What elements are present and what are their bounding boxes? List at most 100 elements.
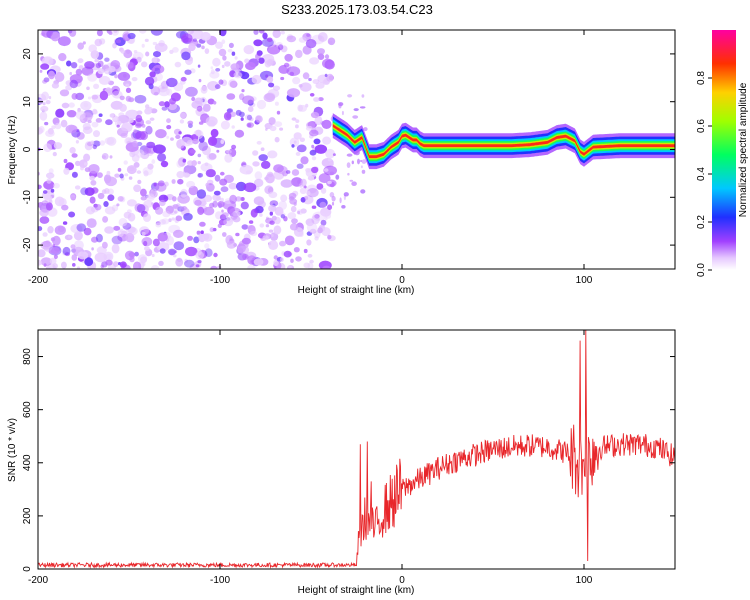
noise-blob — [262, 32, 268, 40]
noise-blob — [227, 48, 233, 53]
noise-blob — [42, 190, 48, 194]
noise-blob — [66, 60, 72, 67]
noise-blob — [86, 218, 97, 229]
noise-blob — [202, 103, 211, 112]
noise-blob — [201, 145, 211, 156]
noise-blob — [279, 240, 287, 247]
noise-blob — [86, 86, 90, 91]
noise-blob — [50, 188, 55, 193]
noise-blob — [107, 194, 115, 201]
noise-blob — [295, 119, 300, 123]
noise-blob — [140, 188, 147, 197]
noise-blob — [274, 101, 279, 106]
noise-blob — [235, 181, 247, 192]
noise-blob — [112, 89, 119, 96]
noise-blob — [141, 43, 145, 48]
noise-blob — [166, 118, 171, 124]
noise-blob — [71, 93, 78, 100]
noise-blob — [84, 187, 95, 196]
noise-blob — [280, 30, 285, 35]
snr-line — [38, 330, 675, 569]
noise-blob — [359, 106, 366, 109]
colorbar-tick-label: 0.2 — [696, 215, 707, 229]
noise-blob — [203, 206, 215, 216]
noise-blob — [73, 240, 84, 251]
noise-blob — [221, 212, 229, 218]
noise-blob — [152, 238, 160, 247]
noise-blob — [151, 68, 155, 72]
noise-blob — [45, 100, 51, 105]
noise-blob — [289, 198, 298, 205]
noise-blob — [180, 136, 193, 147]
noise-blob — [119, 261, 127, 269]
noise-blob — [247, 123, 252, 128]
noise-blob — [291, 117, 297, 121]
noise-blob — [93, 130, 100, 138]
noise-blob — [266, 76, 274, 83]
noise-blob — [241, 237, 251, 245]
noise-blob — [63, 167, 70, 175]
noise-blob — [166, 88, 173, 96]
noise-blob — [327, 204, 333, 210]
noise-blob — [284, 53, 293, 62]
noise-blob — [293, 247, 300, 253]
noise-blob — [131, 77, 138, 82]
noise-blob — [38, 226, 43, 232]
noise-blob — [41, 30, 53, 38]
noise-blob — [299, 187, 307, 194]
noise-blob — [347, 94, 353, 98]
noise-blob — [136, 56, 142, 63]
noise-blob — [200, 31, 211, 41]
noise-blob — [327, 234, 332, 240]
noise-blob — [125, 87, 132, 94]
noise-blob — [58, 36, 71, 47]
noise-blob — [296, 163, 304, 169]
noise-blob — [77, 251, 89, 260]
noise-blob — [252, 161, 260, 167]
noise-blob — [181, 51, 191, 61]
noise-blob — [175, 134, 181, 139]
noise-blob — [82, 41, 86, 45]
noise-blob — [320, 187, 327, 194]
noise-blob — [195, 264, 200, 268]
noise-blob — [66, 110, 77, 118]
noise-blob — [139, 226, 150, 235]
noise-blob — [102, 241, 108, 249]
noise-blob — [129, 256, 135, 263]
noise-blob — [218, 79, 224, 85]
noise-blob — [42, 79, 48, 84]
noise-blob — [72, 263, 76, 267]
noise-blob — [173, 229, 184, 238]
noise-blob — [338, 102, 342, 109]
noise-blob — [123, 160, 128, 165]
noise-blob — [243, 182, 257, 193]
chart-title: S233.2025.173.03.54.C23 — [281, 2, 433, 17]
noise-blob — [239, 164, 253, 175]
noise-blob — [278, 200, 288, 210]
noise-blob — [149, 117, 155, 121]
noise-blob — [104, 137, 115, 145]
noise-blob — [166, 125, 172, 130]
noise-blob — [240, 117, 244, 121]
noise-blob — [144, 108, 152, 115]
noise-blob — [179, 112, 186, 119]
y-tick-label: 800 — [22, 348, 33, 365]
noise-blob — [292, 76, 301, 85]
noise-blob — [105, 176, 117, 187]
noise-blob — [311, 166, 319, 174]
noise-blob — [308, 77, 312, 82]
noise-blob — [99, 90, 109, 101]
noise-blob — [215, 41, 223, 49]
noise-blob — [135, 131, 146, 140]
noise-blob — [51, 82, 60, 89]
noise-blob — [38, 249, 46, 258]
noise-blob — [92, 108, 98, 115]
noise-blob — [286, 170, 291, 174]
noise-blob — [250, 259, 255, 264]
noise-blob — [219, 178, 228, 186]
noise-blob — [271, 215, 277, 221]
noise-blob — [111, 235, 123, 245]
noise-blob — [41, 91, 49, 101]
noise-blob — [152, 41, 158, 46]
noise-blob — [75, 92, 85, 101]
